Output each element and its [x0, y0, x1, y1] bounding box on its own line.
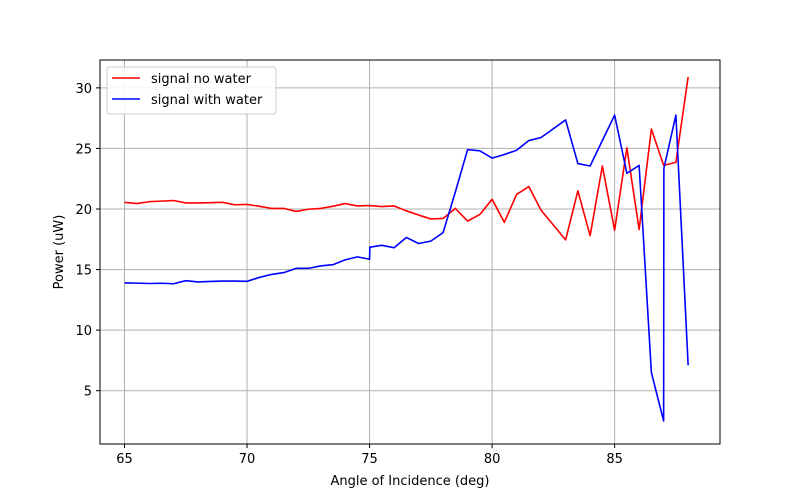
legend-label-signal-with-water: signal with water	[151, 93, 263, 108]
legend-frame	[106, 66, 277, 115]
plot-frame	[99, 59, 721, 445]
x-tick-label: 65	[116, 452, 133, 467]
y-tick-label: 10	[75, 324, 92, 339]
y-tick-label: 5	[84, 385, 92, 400]
x-tick-label: 70	[239, 452, 256, 467]
legend-label-signal-no-water: signal no water	[151, 72, 252, 87]
x-tick-label: 85	[606, 452, 623, 467]
y-tick-label: 15	[75, 264, 92, 279]
ticks: 65 70 75 80 85 5 10 15 20 25 30	[75, 82, 622, 467]
y-tick-label: 25	[75, 142, 92, 157]
y-axis-label: Power (uW)	[52, 215, 67, 290]
x-tick-label: 75	[361, 452, 378, 467]
legend: signal no water signal with water	[106, 66, 277, 115]
x-axis-label: Angle of Incidence (deg)	[330, 474, 489, 489]
y-tick-label: 20	[75, 203, 92, 218]
y-tick-label: 30	[75, 82, 92, 97]
x-tick-label: 80	[484, 452, 501, 467]
series-line-signal-with-water	[124, 114, 689, 422]
series-line-signal-no-water	[124, 76, 689, 241]
series-layer	[124, 76, 689, 422]
